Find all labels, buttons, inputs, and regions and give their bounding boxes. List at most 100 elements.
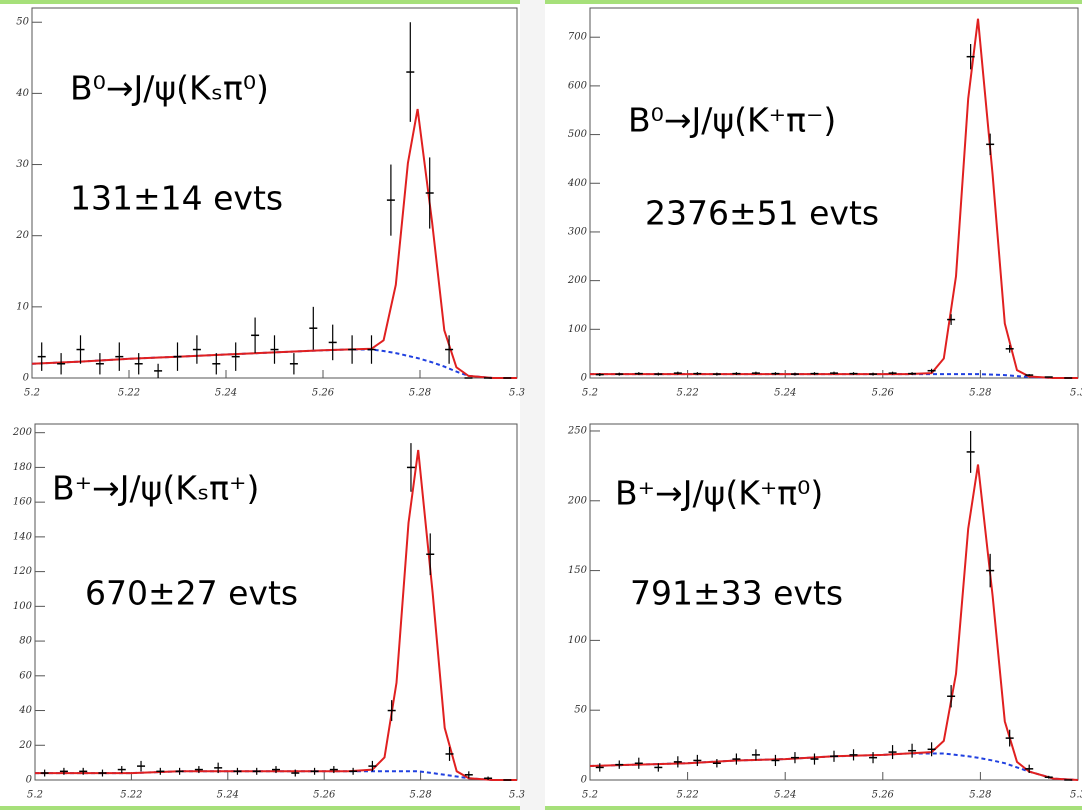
y-tick-label: 0: [581, 775, 588, 786]
data-point: [426, 533, 435, 576]
y-tick-label: 40: [18, 705, 32, 716]
data-point: [192, 335, 201, 364]
x-tick-label: 5.22: [676, 388, 698, 399]
plot-frame: [589, 423, 1079, 781]
data-point: [595, 373, 604, 377]
data-point: [310, 767, 319, 775]
data-point: [117, 766, 126, 774]
x-tick-label: 5.26: [312, 388, 335, 399]
data-point: [1005, 729, 1014, 747]
y-tick-label: 30: [16, 159, 29, 170]
y-tick-label: 400: [567, 178, 588, 189]
data-point: [712, 372, 721, 376]
x-tick-label: 5.3: [509, 388, 525, 399]
x-tick-label: 5.3: [1070, 790, 1082, 801]
data-point: [869, 752, 878, 764]
data-point: [445, 747, 454, 761]
data-point: [673, 756, 682, 768]
data-point: [137, 760, 146, 772]
y-tick-label: 50: [16, 17, 29, 28]
y-tick-label: 200: [12, 427, 33, 438]
data-point: [849, 372, 858, 376]
data-point: [654, 372, 663, 376]
y-tick-label: 40: [15, 88, 29, 99]
data-point: [732, 372, 741, 376]
data-point: [908, 372, 917, 376]
data-point: [712, 759, 721, 768]
decay-mode: B⁺→J/ψ(Kₛπ⁺): [52, 469, 259, 508]
data-point: [673, 371, 682, 375]
y-tick-label: 200: [567, 495, 588, 506]
plot-frame: [589, 7, 1079, 379]
data-point: [1025, 374, 1034, 377]
x-tick-label: 5.22: [676, 790, 698, 801]
x-tick-label: 5.24: [217, 790, 239, 801]
y-tick-label: 50: [574, 705, 587, 716]
data-point: [57, 353, 66, 375]
decay-mode: B⁺→J/ψ(K⁺π⁰): [615, 474, 823, 513]
signal-yield: 131±14 evts: [70, 179, 283, 218]
y-tick-label: 60: [19, 670, 32, 681]
y-tick-label: 80: [19, 636, 32, 647]
data-point: [751, 749, 760, 761]
x-tick-label: 5.28: [969, 388, 991, 399]
data-point: [654, 763, 663, 772]
data-point: [464, 771, 473, 779]
data-point: [869, 372, 878, 376]
data-point: [1044, 376, 1053, 378]
data-point: [790, 372, 799, 376]
data-point: [927, 742, 936, 757]
data-point: [154, 363, 163, 378]
data-point: [348, 335, 357, 364]
data-point: [425, 157, 434, 229]
data-point: [771, 372, 780, 376]
y-tick-label: 100: [568, 635, 588, 646]
data-point: [966, 430, 975, 473]
x-tick-label: 5.28: [969, 790, 991, 801]
data-point: [830, 750, 838, 762]
decay-mode: B⁰→J/ψ(K⁺π⁻): [628, 101, 836, 140]
data-point: [1044, 775, 1053, 779]
data-point: [270, 335, 279, 364]
y-tick-label: 300: [568, 226, 588, 237]
decay-mode: B⁰→J/ψ(Kₛπ⁰): [70, 69, 269, 108]
data-point: [966, 44, 975, 70]
data-point: [1025, 764, 1034, 774]
data-point: [79, 767, 88, 775]
y-tick-label: 120: [13, 566, 33, 577]
x-tick-label: 5.2: [24, 388, 40, 399]
data-point: [484, 776, 493, 780]
data-point: [810, 372, 819, 376]
data-point: [790, 752, 799, 764]
data-point: [40, 769, 49, 777]
data-point: [291, 769, 300, 777]
x-tick-label: 5.3: [1070, 388, 1082, 399]
y-tick-label: 250: [567, 425, 588, 436]
data-point: [59, 767, 68, 775]
x-tick-label: 5.2: [582, 790, 598, 801]
data-point: [272, 766, 280, 774]
data-point: [986, 553, 995, 588]
y-tick-label: 0: [581, 373, 588, 384]
data-point: [233, 767, 242, 775]
plot-frame: [31, 7, 518, 379]
data-point: [173, 342, 182, 371]
data-point: [387, 700, 396, 721]
data-point: [289, 353, 298, 375]
data-point: [693, 754, 702, 767]
y-tick-label: 160: [13, 497, 33, 508]
data-point: [751, 371, 760, 375]
y-tick-label: 180: [13, 462, 33, 473]
background-fit: [590, 373, 1078, 379]
x-tick-label: 5.24: [215, 388, 237, 399]
y-tick-label: 0: [23, 373, 30, 384]
data-point: [445, 335, 454, 364]
background-fit: [35, 770, 517, 781]
data-point: [386, 164, 395, 236]
divider: [520, 0, 545, 810]
data-point: [252, 767, 261, 775]
data-point: [888, 371, 897, 375]
y-tick-label: 500: [568, 129, 588, 140]
data-point: [634, 757, 643, 769]
